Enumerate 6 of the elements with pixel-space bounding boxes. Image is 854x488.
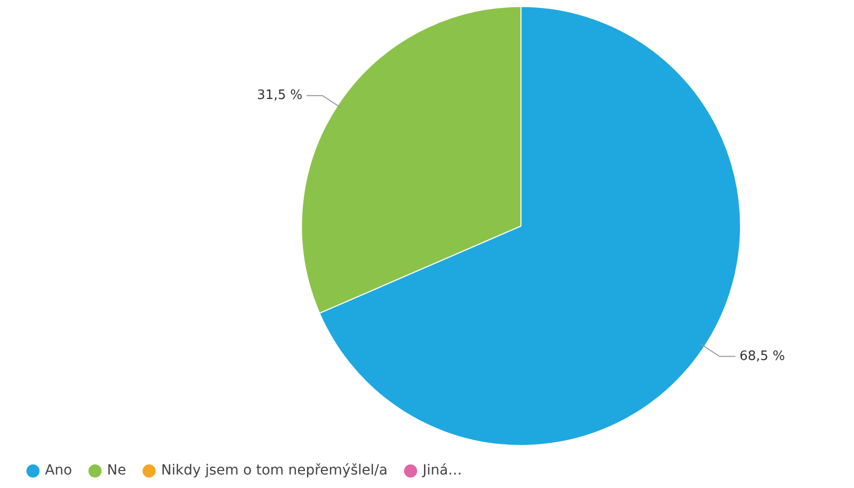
data-label: 68,5 % (740, 348, 785, 364)
legend-label: Jiná… (422, 462, 462, 479)
legend-label: Ano (45, 462, 72, 479)
legend-label: Nikdy jsem o tom nepřemýšlel/a (161, 462, 388, 479)
legend-label: Ne (107, 462, 126, 479)
data-label: 31,5 % (257, 88, 302, 103)
